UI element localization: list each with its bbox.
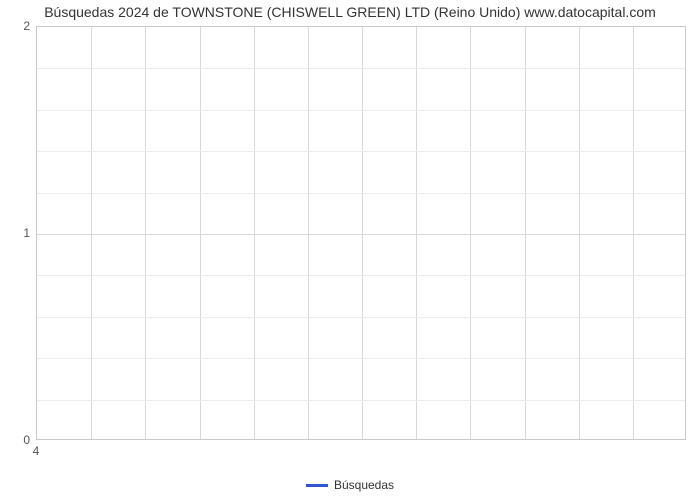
gridline-horizontal: [37, 317, 685, 318]
gridline-horizontal: [37, 193, 685, 194]
y-tick-label: 1: [23, 226, 30, 240]
gridline-horizontal: [37, 358, 685, 359]
gridline-vertical: [633, 27, 634, 439]
x-tick-label: 4: [33, 444, 40, 458]
legend-swatch: [306, 484, 328, 487]
y-axis-labels: 012: [0, 0, 36, 500]
gridline-vertical: [200, 27, 201, 439]
x-axis-labels: 4: [0, 444, 700, 464]
legend-label: Búsquedas: [334, 478, 394, 492]
gridline-vertical: [254, 27, 255, 439]
legend: Búsquedas: [0, 478, 700, 492]
gridline-vertical: [525, 27, 526, 439]
gridline-horizontal: [37, 68, 685, 69]
gridline-horizontal: [37, 275, 685, 276]
chart-title: Búsquedas 2024 de TOWNSTONE (CHISWELL GR…: [0, 4, 700, 20]
gridline-vertical: [91, 27, 92, 439]
gridline-horizontal: [37, 151, 685, 152]
gridline-vertical: [362, 27, 363, 439]
gridline-vertical: [308, 27, 309, 439]
gridline-vertical: [579, 27, 580, 439]
chart-container: Búsquedas 2024 de TOWNSTONE (CHISWELL GR…: [0, 0, 700, 500]
gridline-vertical: [470, 27, 471, 439]
gridline-horizontal: [37, 400, 685, 401]
gridline-horizontal: [37, 234, 685, 235]
gridline-vertical: [416, 27, 417, 439]
y-tick-label: 2: [23, 19, 30, 33]
gridline-horizontal: [37, 110, 685, 111]
gridline-vertical: [145, 27, 146, 439]
plot-area: [36, 26, 686, 440]
